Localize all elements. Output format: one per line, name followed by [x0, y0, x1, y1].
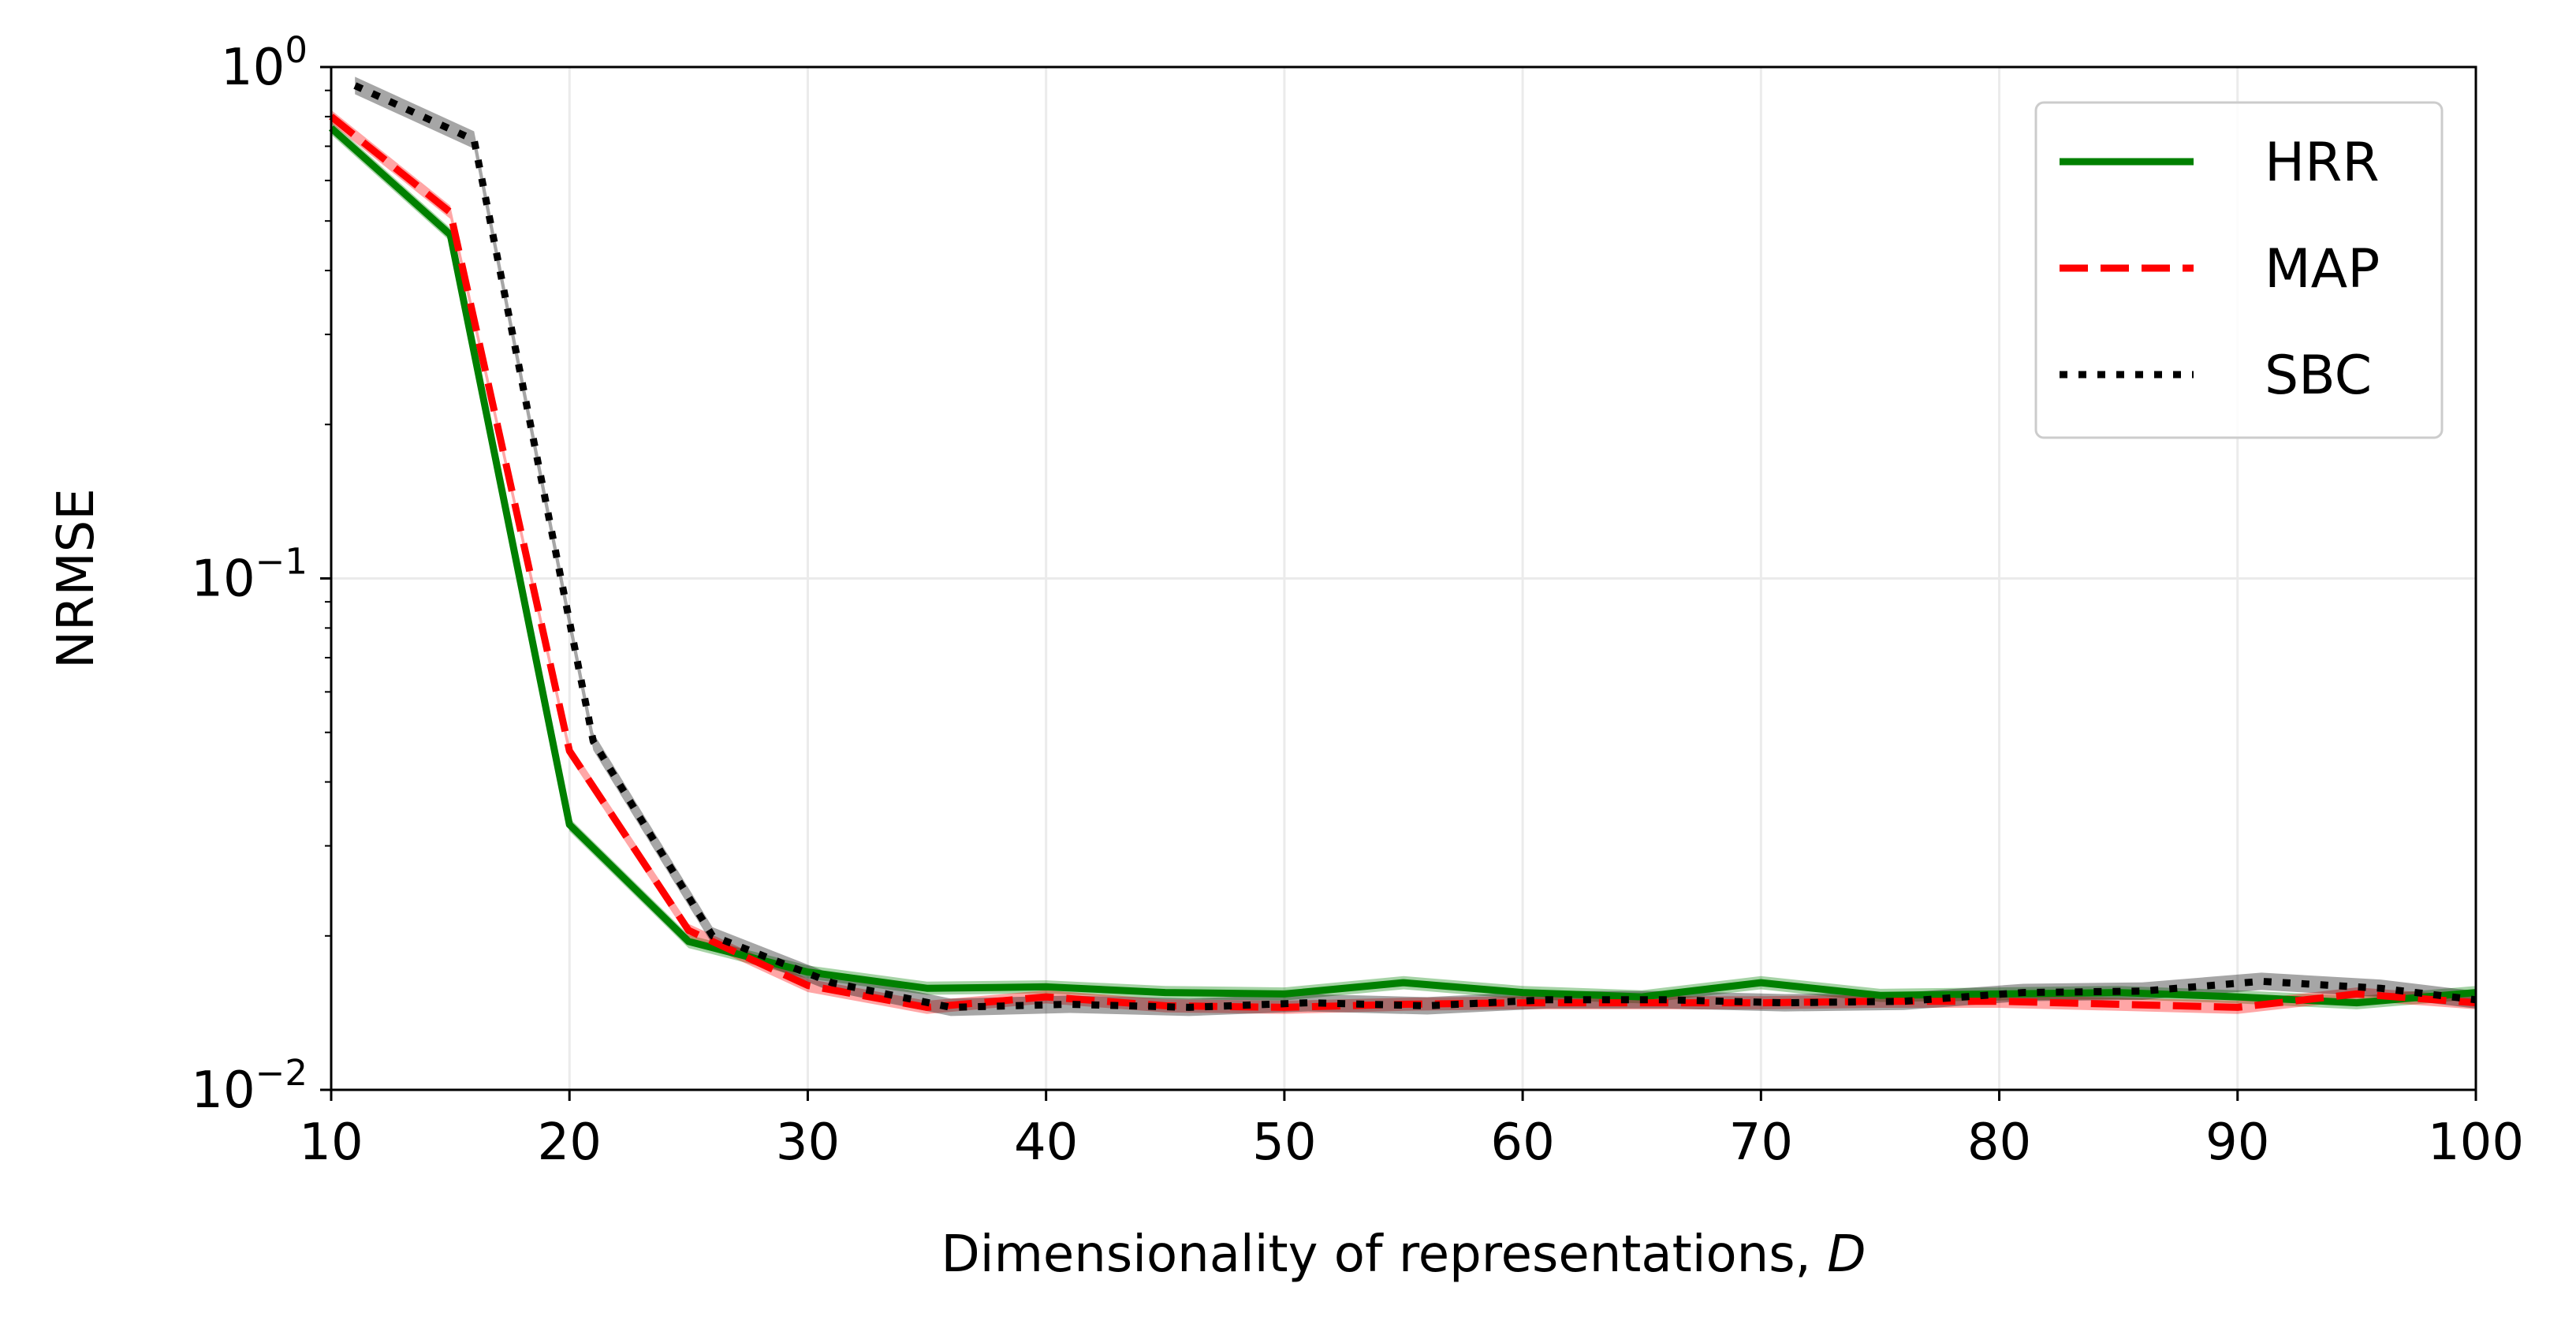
- y-tick-label: 10−2: [191, 1052, 308, 1120]
- x-tick-label: 10: [299, 1114, 363, 1172]
- y-axis-ticks: 100 10−1 10−2: [191, 29, 331, 1120]
- series-line-sbc: [353, 82, 2477, 1011]
- series-lines: [328, 82, 2477, 1011]
- x-axis-label: Dimensionality of representations, D: [941, 1225, 1866, 1284]
- x-tick-label: 30: [776, 1114, 840, 1172]
- x-tick-label: 90: [2205, 1114, 2269, 1172]
- x-tick-label: 50: [1252, 1114, 1316, 1172]
- x-tick-label: 80: [1967, 1114, 2031, 1172]
- legend-label-map: MAP: [2265, 238, 2380, 300]
- series-line-map: [329, 114, 2477, 1011]
- x-tick-label: 100: [2428, 1114, 2524, 1172]
- legend-box: [2034, 101, 2444, 439]
- y-axis-label: NRMSE: [47, 488, 106, 669]
- x-tick-label: 40: [1014, 1114, 1078, 1172]
- legend-label-sbc: SBC: [2265, 345, 2372, 407]
- legend-label-hrr: HRR: [2265, 132, 2380, 194]
- legend: HRR MAP SBC: [2034, 101, 2444, 439]
- y-tick-label: 10−1: [191, 541, 308, 609]
- x-tick-label: 60: [1490, 1114, 1554, 1172]
- x-tick-label: 20: [538, 1114, 602, 1172]
- x-tick-label: 70: [1729, 1114, 1793, 1172]
- y-tick-label: 100: [221, 29, 308, 97]
- x-axis-ticks: 10 20 30 40 50 60 70 80 90 100: [299, 1090, 2524, 1172]
